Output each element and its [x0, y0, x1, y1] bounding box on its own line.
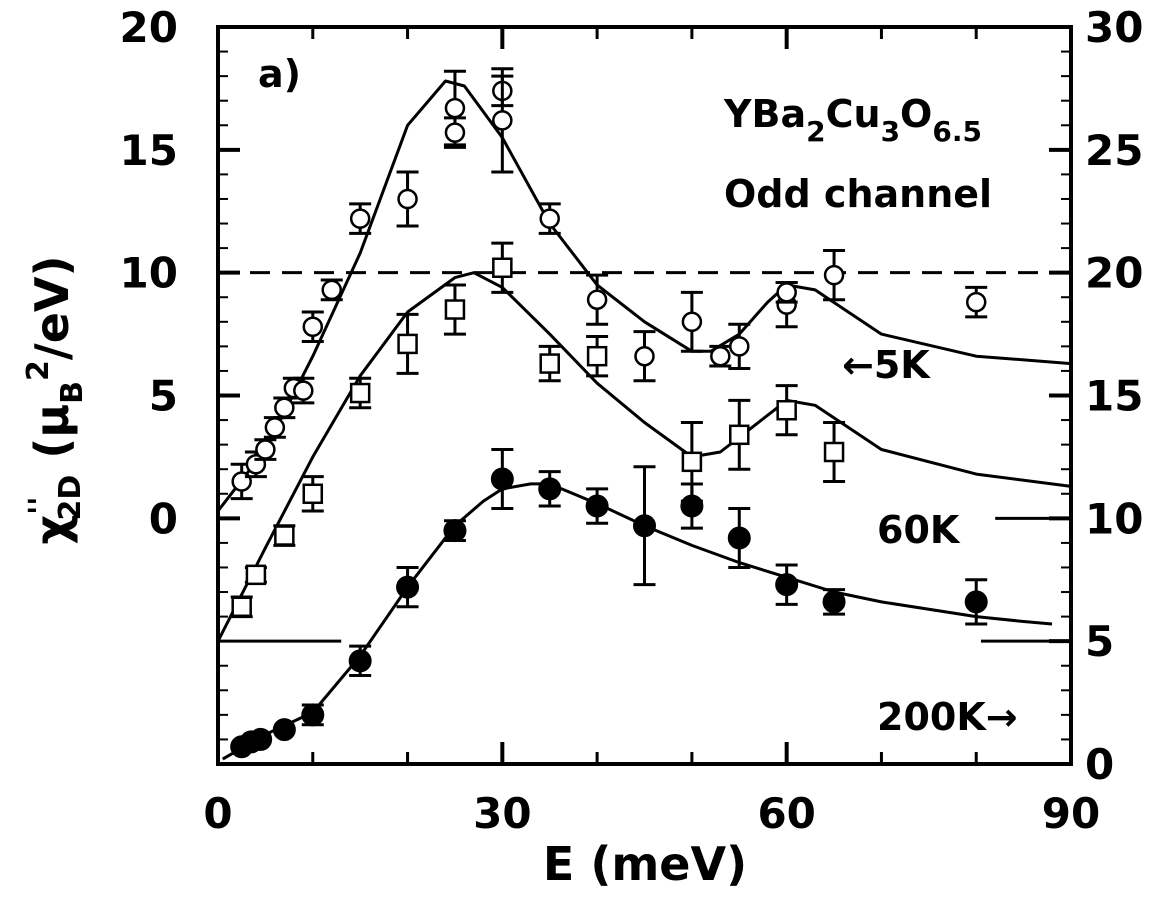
y-left-tick-label: 15 [120, 126, 178, 175]
point-200K [348, 649, 372, 673]
y-left-tick-label: 5 [149, 372, 178, 421]
compound-label: YBa2Cu3O6.5 [723, 92, 982, 148]
point-200K [680, 494, 704, 518]
x-tick-label: 30 [473, 789, 531, 838]
point-200K [249, 727, 273, 751]
point-60K [776, 399, 797, 421]
point-60K [302, 483, 324, 505]
point-5K [965, 291, 987, 313]
point-5K [397, 188, 418, 210]
fit-curve-60K [216, 271, 1072, 642]
point-5K [444, 97, 466, 119]
y-left-tick-label: 10 [120, 249, 178, 298]
point-5K [539, 208, 560, 229]
point-60K [539, 353, 560, 374]
point-60K [397, 333, 418, 355]
y-axis-label: χ''2D (μB2/eV) [21, 255, 90, 544]
x-axis-label: E (meV) [543, 837, 747, 891]
point-5K [349, 208, 371, 229]
y-right-tick-label: 25 [1085, 126, 1143, 175]
point-200K [727, 526, 751, 550]
point-60K [492, 257, 513, 279]
x-tick-label: 90 [1042, 789, 1100, 838]
point-200K [775, 573, 799, 597]
point-5K [729, 336, 750, 357]
point-200K [633, 514, 656, 538]
point-200K [301, 703, 325, 727]
point-60K [231, 596, 252, 618]
point-5K [586, 289, 608, 310]
y-right-tick-label: 20 [1085, 249, 1143, 298]
label-5k: ←5K [842, 343, 931, 387]
point-5K [681, 311, 703, 333]
point-200K [272, 718, 296, 742]
point-60K [349, 382, 371, 404]
point-5K [634, 345, 655, 367]
point-200K [490, 467, 514, 491]
point-60K [681, 451, 703, 473]
point-60K [444, 299, 466, 320]
point-5K [823, 264, 845, 286]
y-right-tick-label: 30 [1085, 3, 1143, 52]
fit-curve-200K [221, 482, 1053, 761]
point-5K [321, 279, 342, 301]
point-5K [274, 397, 295, 419]
x-tick-label: 60 [757, 789, 815, 838]
x-tick-label: 0 [203, 789, 232, 838]
point-200K [443, 519, 467, 543]
point-5K [776, 282, 797, 303]
point-5K [710, 345, 731, 367]
y-right-tick-label: 0 [1085, 740, 1114, 789]
fit-curves [216, 79, 1072, 761]
point-60K [729, 424, 750, 446]
point-5K [492, 110, 513, 131]
y-left-tick-label: 0 [149, 494, 178, 543]
point-5K [264, 417, 286, 438]
point-5K [293, 380, 314, 401]
point-60K [586, 345, 608, 367]
point-60K [245, 564, 267, 586]
point-200K [964, 590, 988, 614]
y-right-tick-label: 15 [1085, 372, 1143, 421]
data-points [230, 67, 988, 759]
point-200K [822, 590, 846, 614]
point-60K [823, 441, 845, 463]
point-5K [255, 439, 276, 460]
channel-label: Odd channel [724, 172, 992, 216]
panel-label: a) [258, 52, 301, 96]
point-200K [585, 494, 609, 518]
fit-curve-5K [216, 79, 1072, 512]
point-5K [302, 316, 324, 337]
y-left-tick-label: 20 [120, 3, 178, 52]
point-60K [274, 525, 295, 546]
y-right-tick-label: 10 [1085, 494, 1143, 543]
label-60k: 60K [877, 508, 961, 552]
label-200k: 200K→ [877, 695, 1018, 739]
point-200K [396, 575, 420, 599]
y-right-tick-label: 5 [1085, 617, 1114, 666]
point-200K [538, 477, 562, 501]
point-5K [444, 122, 466, 143]
